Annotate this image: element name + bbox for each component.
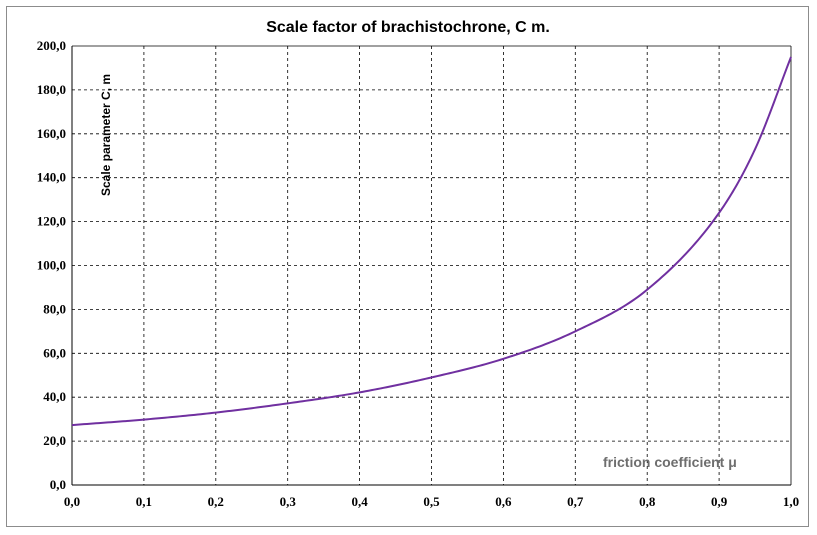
y-tick-label: 60,0 — [43, 345, 66, 360]
y-tick-label: 0,0 — [50, 477, 66, 492]
x-tick-label: 0,9 — [711, 494, 728, 509]
y-tick-label: 40,0 — [43, 389, 66, 404]
x-tick-label: 0,6 — [495, 494, 512, 509]
x-tick-label: 0,0 — [64, 494, 80, 509]
y-tick-label: 100,0 — [37, 258, 66, 273]
x-tick-label: 0,1 — [136, 494, 152, 509]
y-tick-label: 140,0 — [37, 170, 66, 185]
y-tick-labels: 0,0 20,0 40,0 60,0 80,0 100,0 120,0 140,0 160,0 1… — [37, 38, 66, 492]
x-tick-label: 1,0 — [783, 494, 799, 509]
y-tick-label: 120,0 — [37, 214, 66, 229]
y-tick-label: 200,0 — [37, 38, 66, 53]
x-tick-label: 0,7 — [567, 494, 584, 509]
x-tick-label: 0,2 — [208, 494, 224, 509]
x-tick-labels: 0,0 0,1 0,2 0,3 0,4 0,5 0,6 0,7 0,8 0,9 1,0 — [64, 494, 799, 509]
x-axis-label: friction coefficient μ — [603, 454, 737, 470]
y-axis-label: Scale parameter C, m — [99, 74, 113, 196]
x-tick-label: 0,5 — [423, 494, 440, 509]
y-tick-label: 160,0 — [37, 126, 66, 141]
chart-title: Scale factor of brachistochrone, C m. — [266, 19, 550, 36]
y-tick-label: 20,0 — [43, 433, 66, 448]
y-tick-label: 180,0 — [37, 82, 66, 97]
series-line — [71, 56, 792, 427]
x-tick-label: 0,3 — [280, 494, 297, 509]
grid — [72, 45, 792, 485]
x-tick-label: 0,8 — [639, 494, 656, 509]
x-tick-label: 0,4 — [351, 494, 368, 509]
y-tick-label: 80,0 — [43, 301, 66, 316]
